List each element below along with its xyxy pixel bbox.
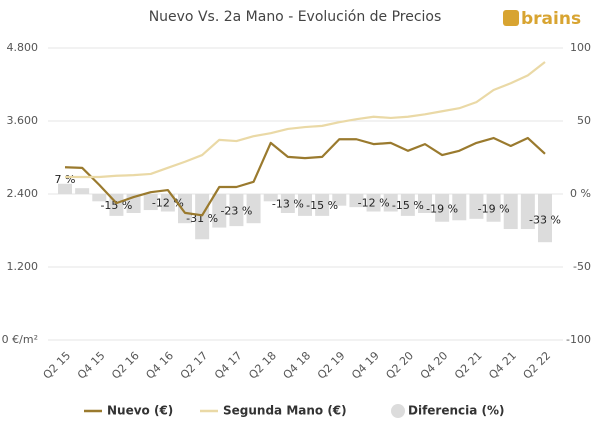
x-tick-label: Q4 19	[349, 349, 382, 382]
bar	[246, 194, 261, 224]
bar	[435, 194, 450, 222]
bar	[486, 194, 501, 222]
bar	[298, 194, 312, 216]
bar	[92, 194, 107, 202]
data-label: -19 %	[478, 202, 510, 215]
y-tick-label: 0 €/m²	[2, 333, 38, 346]
line	[64, 136, 546, 217]
x-tick-label: Q2 18	[246, 349, 279, 382]
bar	[75, 188, 90, 194]
x-tick-label: Q4 15	[75, 349, 108, 382]
y2-tick-label: 100	[570, 41, 591, 54]
data-label: -33 %	[529, 213, 561, 226]
bar	[263, 194, 278, 202]
bar	[212, 194, 227, 228]
data-label: 7 %	[55, 173, 76, 186]
bar	[280, 194, 295, 213]
bar	[349, 194, 364, 208]
y2-tick-label: -50	[573, 260, 591, 273]
bar	[503, 194, 518, 230]
bar	[400, 194, 415, 216]
y2-tick-label: -100	[566, 333, 591, 346]
y-tick-label: 3.600	[7, 114, 39, 127]
x-tick-label: Q4 18	[281, 349, 314, 382]
x-tick-label: Q2 19	[315, 349, 348, 382]
y-tick-label: 2.400	[7, 187, 39, 200]
bar	[229, 194, 244, 227]
bar	[520, 194, 535, 230]
data-label: -13 %	[272, 197, 304, 210]
data-label: -15 %	[392, 199, 424, 212]
x-tick-label: Q2 20	[383, 349, 416, 382]
bar	[58, 183, 72, 194]
x-tick-label: Q2 21	[452, 349, 485, 382]
data-label: -23 %	[220, 205, 252, 218]
bar	[452, 194, 467, 221]
y2-tick-label: 0 %	[570, 187, 591, 200]
legend-label: Nuevo (€)	[107, 404, 173, 418]
x-tick-label: Q4 21	[486, 349, 519, 382]
x-tick-label: Q4 17	[212, 349, 245, 382]
bar	[195, 194, 210, 240]
bar	[178, 194, 192, 224]
legend-symbol	[391, 404, 405, 418]
bar	[538, 194, 552, 243]
y-tick-label: 4.800	[7, 41, 39, 54]
bar	[366, 194, 381, 212]
legend-label: Segunda Mano (€)	[223, 404, 347, 418]
y-tick-label: 1.200	[7, 260, 39, 273]
x-tick-label: Q2 17	[178, 349, 211, 382]
x-tick-label: Q2 22	[521, 349, 554, 382]
data-label: -12 %	[358, 197, 390, 210]
bar	[383, 194, 398, 212]
bar	[315, 194, 330, 216]
x-tick-label: Q4 20	[418, 349, 451, 382]
legend-label: Diferencia (%)	[408, 404, 505, 418]
logo: brains	[521, 9, 581, 29]
x-tick-label: Q2 15	[41, 349, 74, 382]
bar	[160, 194, 175, 212]
bar	[469, 194, 484, 219]
x-tick-label: Q2 16	[109, 349, 142, 382]
logo-icon	[503, 10, 519, 26]
x-tick-label: Q4 16	[143, 349, 176, 382]
bar	[143, 194, 158, 211]
bar	[418, 194, 432, 213]
bar	[332, 194, 347, 206]
y2-tick-label: 50	[577, 114, 591, 127]
data-label: -15 %	[306, 199, 338, 212]
data-label: -15 %	[100, 199, 132, 212]
data-label: -19 %	[426, 202, 458, 215]
line	[65, 61, 546, 179]
chart-title: Nuevo Vs. 2a Mano - Evolución de Precios	[149, 9, 442, 25]
